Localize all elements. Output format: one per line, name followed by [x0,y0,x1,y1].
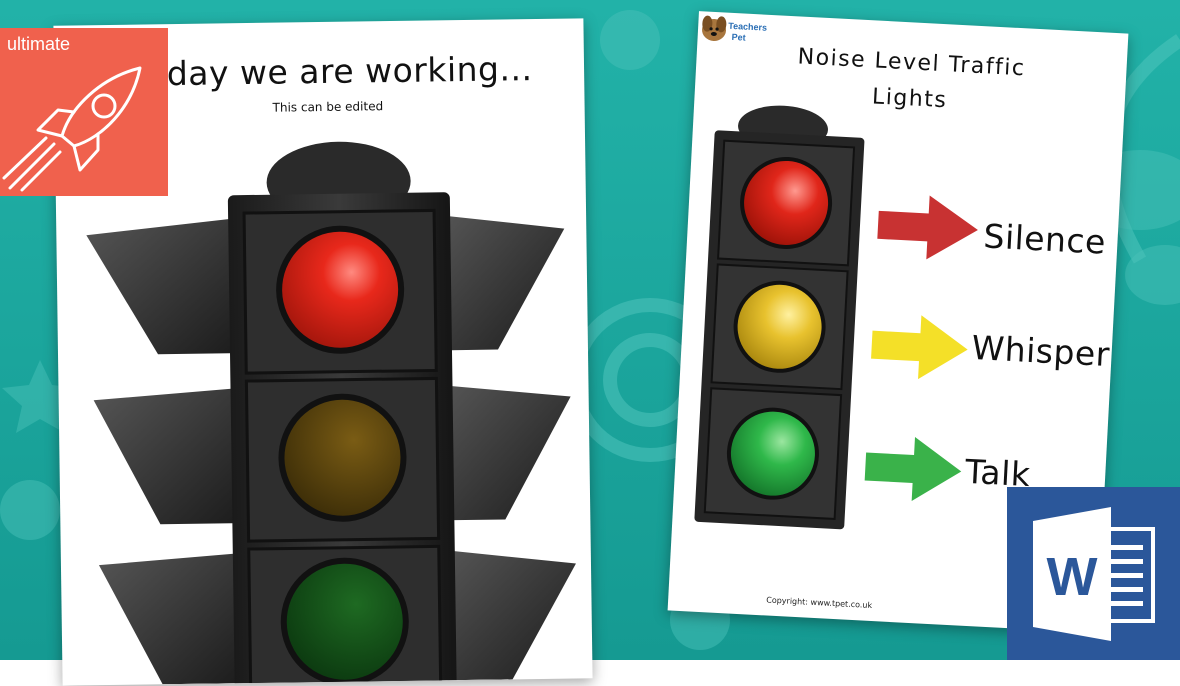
yellow-arrow-icon [871,315,968,380]
red-light [744,160,829,245]
amber-light [284,399,401,516]
red-arrow-icon [877,195,978,260]
amber-light [737,284,822,369]
worksheet-left: oday we are working... This can be edite… [53,18,593,686]
teachers-pet-logo: Teachers Pet [702,15,767,43]
green-light [286,563,403,680]
rocket-icon [2,66,142,192]
green-light [730,411,815,496]
ultimate-badge: ultimate [0,28,168,196]
word-badge: W [1007,487,1180,660]
traffic-light-visors [86,215,576,685]
large-traffic-light [86,141,576,686]
svg-text:Teachers: Teachers [728,21,767,33]
level-label-whisper: Whisper [970,327,1111,375]
green-arrow-icon [864,437,962,501]
word-letter: W [1047,547,1098,607]
small-traffic-light [694,105,978,530]
level-label-silence: Silence [982,216,1107,262]
red-light [282,231,399,348]
svg-text:Pet: Pet [731,32,746,43]
ultimate-badge-label: ultimate [7,34,71,54]
worksheet-right: Noise Level Traffic Lights Silence [667,11,1129,633]
microsoft-word-icon: W [1033,507,1155,641]
